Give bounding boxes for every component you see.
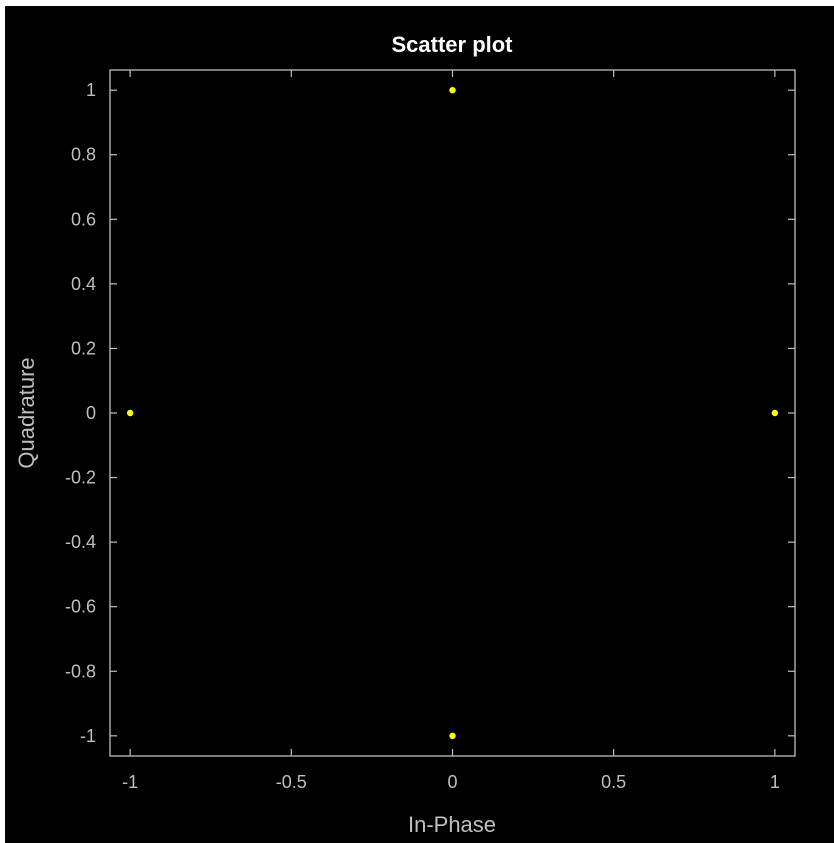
scatter-point: [126, 409, 134, 417]
plot-area: [109, 69, 796, 757]
y-tick-label: 1: [86, 80, 96, 100]
y-axis-label: Quadrature: [14, 357, 39, 468]
y-tick-label: 0.4: [71, 274, 96, 294]
x-axis-label: In-Phase: [408, 812, 496, 837]
y-tick-label: -0.4: [65, 532, 96, 552]
chart-title: Scatter plot: [391, 32, 513, 57]
scatter-point: [449, 86, 456, 94]
y-tick-label: -0.6: [65, 597, 96, 617]
scatter-points: [126, 86, 779, 740]
y-tick-label: 0.2: [71, 338, 96, 358]
x-tick-label: -0.5: [276, 772, 307, 792]
x-tick-label: 1: [770, 772, 780, 792]
y-tick-label: -0.2: [65, 468, 96, 488]
y-tick-label: -1: [80, 726, 96, 746]
y-tick-label: 0: [86, 403, 96, 423]
x-tick-label: 0.5: [601, 772, 626, 792]
x-tick-label: -1: [122, 772, 138, 792]
axis-ticks: [110, 70, 795, 756]
scatter-point: [449, 732, 456, 740]
axis-tick-labels: -1 -0.5 0 0.5 1 1 0.8 0.6 0.4 0.2 0 -0.2 -0.4 -0.6 -0.…: [65, 80, 780, 792]
y-tick-label: 0.6: [71, 209, 96, 229]
y-tick-label: -0.8: [65, 661, 96, 681]
x-tick-label: 0: [447, 772, 457, 792]
y-tick-label: 0.8: [71, 145, 96, 165]
scatter-point: [771, 409, 779, 417]
